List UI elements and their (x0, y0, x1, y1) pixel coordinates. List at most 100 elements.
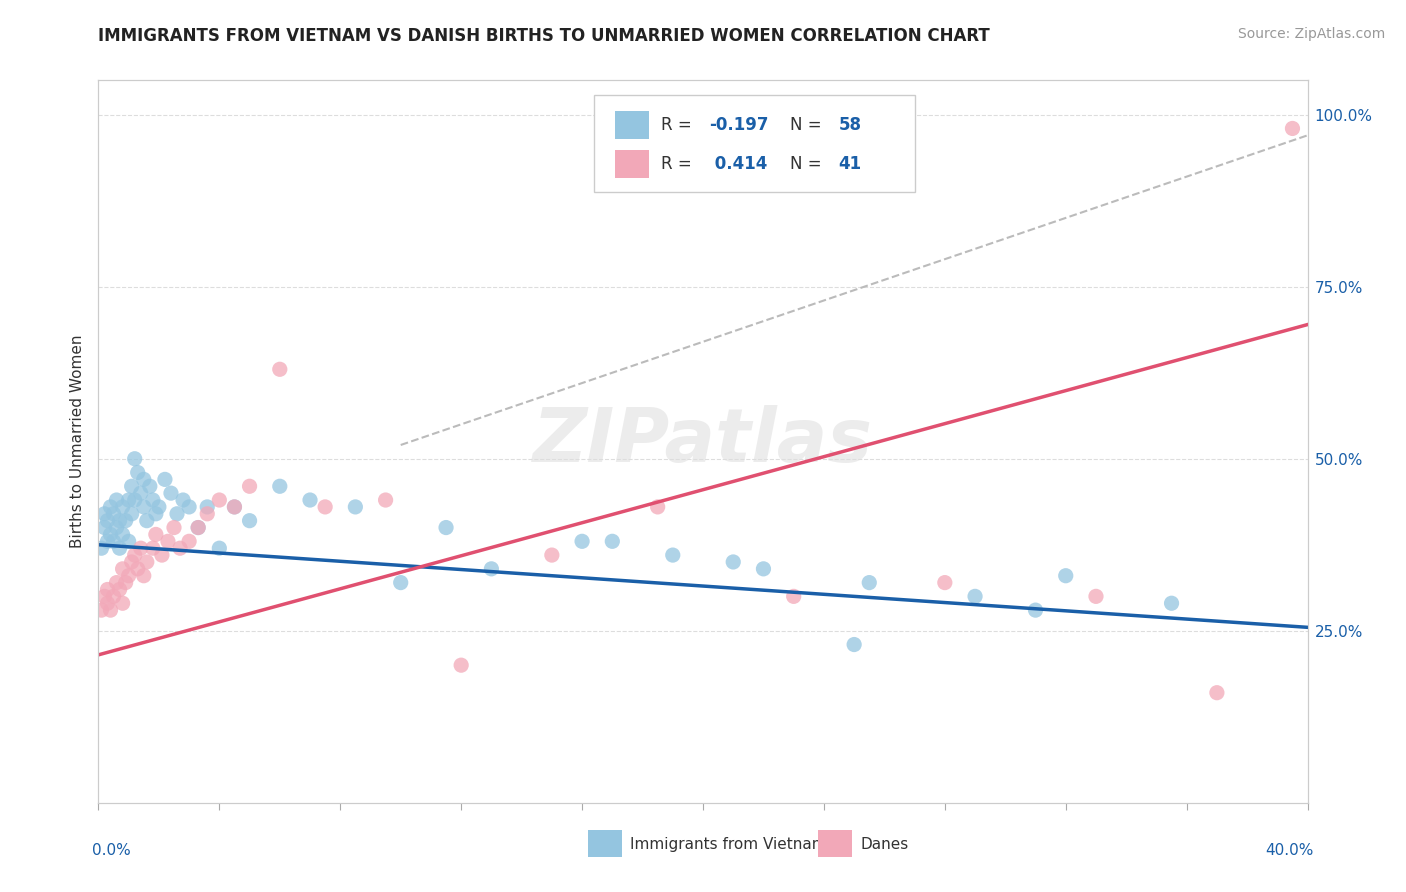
Point (148, 500, 170, 514)
Text: Danes: Danes (860, 838, 908, 852)
Point (129, 486, 152, 500)
Point (172, 493, 194, 508)
Point (481, 562, 503, 576)
Point (121, 555, 143, 569)
Point (118, 534, 141, 549)
Point (96, 596, 118, 610)
Point (103, 534, 125, 549)
Point (156, 534, 179, 549)
Point (127, 466, 149, 480)
Bar (614, 112, 648, 139)
Point (108, 541, 131, 556)
Point (647, 500, 669, 514)
Point (187, 520, 209, 534)
Point (124, 451, 146, 466)
Point (93, 590, 115, 604)
Point (602, 534, 624, 549)
Point (145, 507, 167, 521)
Point (150, 548, 173, 562)
Point (299, 493, 322, 508)
Text: N =: N = (790, 155, 827, 173)
Bar (818, 830, 852, 857)
Point (118, 568, 141, 582)
Point (100, 603, 122, 617)
Point (374, 493, 396, 508)
Text: -0.197: -0.197 (709, 116, 769, 134)
Point (142, 541, 165, 556)
Point (111, 596, 134, 610)
Point (723, 555, 745, 569)
Point (269, 479, 291, 493)
Point (145, 527, 167, 541)
Point (100, 527, 122, 541)
Point (1281, 121, 1303, 136)
Point (224, 500, 246, 514)
Point (434, 520, 457, 534)
Point (858, 575, 880, 590)
Point (135, 514, 157, 528)
Point (90, 541, 112, 556)
Point (783, 590, 806, 604)
Point (239, 514, 262, 528)
Point (111, 500, 134, 514)
Point (169, 541, 191, 556)
Point (132, 568, 155, 582)
Point (114, 575, 136, 590)
Text: Source: ZipAtlas.com: Source: ZipAtlas.com (1237, 27, 1385, 41)
Point (90, 603, 112, 617)
Y-axis label: Births to Unmarried Women: Births to Unmarried Women (69, 334, 84, 549)
Point (114, 514, 136, 528)
Point (389, 575, 412, 590)
Point (139, 479, 162, 493)
Text: 0.414: 0.414 (709, 155, 768, 173)
Point (124, 493, 146, 508)
Bar (588, 830, 621, 857)
Point (132, 472, 155, 486)
Point (965, 590, 987, 604)
Point (239, 479, 262, 493)
Point (105, 575, 128, 590)
Point (103, 507, 125, 521)
Point (752, 562, 775, 576)
Text: 58: 58 (838, 116, 862, 134)
Text: 41: 41 (838, 155, 862, 173)
Point (344, 500, 367, 514)
Point (93, 520, 115, 534)
Point (1160, 596, 1182, 610)
Point (208, 493, 231, 508)
Point (1085, 590, 1108, 604)
Point (208, 541, 231, 556)
Point (96, 514, 118, 528)
Point (195, 500, 218, 514)
Point (111, 527, 134, 541)
Point (111, 562, 134, 576)
Point (844, 638, 866, 652)
Point (129, 541, 152, 556)
Point (1054, 568, 1077, 582)
Point (269, 362, 291, 376)
Point (1024, 603, 1046, 617)
Point (96, 582, 118, 597)
Text: IMMIGRANTS FROM VIETNAM VS DANISH BIRTHS TO UNMARRIED WOMEN CORRELATION CHART: IMMIGRANTS FROM VIETNAM VS DANISH BIRTHS… (98, 27, 990, 45)
Text: Immigrants from Vietnam: Immigrants from Vietnam (630, 838, 827, 852)
Text: N =: N = (790, 116, 827, 134)
Point (121, 479, 143, 493)
Point (160, 486, 183, 500)
Text: R =: R = (661, 155, 697, 173)
Point (105, 520, 128, 534)
Point (661, 548, 683, 562)
Point (179, 500, 201, 514)
Point (195, 507, 218, 521)
Point (132, 500, 155, 514)
FancyBboxPatch shape (595, 95, 915, 193)
Point (127, 562, 149, 576)
Point (96, 534, 118, 549)
Text: 0.0%: 0.0% (93, 843, 131, 857)
Point (450, 658, 472, 673)
Point (121, 507, 143, 521)
Point (105, 493, 128, 508)
Bar (614, 151, 648, 178)
Text: ZIPatlas: ZIPatlas (533, 405, 873, 478)
Point (118, 493, 141, 508)
Point (108, 582, 131, 597)
